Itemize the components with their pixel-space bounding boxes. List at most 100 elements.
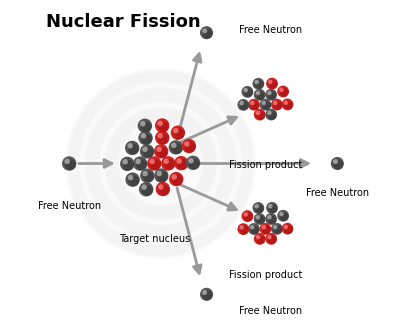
Circle shape <box>284 101 293 110</box>
Circle shape <box>262 226 271 234</box>
Text: Free Neutron: Free Neutron <box>239 306 302 316</box>
Circle shape <box>284 225 293 234</box>
Circle shape <box>244 89 253 97</box>
Circle shape <box>128 176 139 186</box>
Circle shape <box>256 91 260 95</box>
Circle shape <box>256 111 265 120</box>
Circle shape <box>240 101 249 110</box>
Circle shape <box>161 156 176 171</box>
Circle shape <box>142 184 147 190</box>
Circle shape <box>268 80 272 84</box>
Circle shape <box>254 213 266 225</box>
Circle shape <box>128 175 133 181</box>
Circle shape <box>186 156 200 170</box>
Circle shape <box>147 156 162 171</box>
Circle shape <box>267 235 272 239</box>
Circle shape <box>242 86 253 98</box>
Circle shape <box>260 223 271 235</box>
Circle shape <box>157 147 168 158</box>
Circle shape <box>155 118 169 133</box>
Circle shape <box>185 142 196 153</box>
Circle shape <box>254 89 266 101</box>
Circle shape <box>141 122 152 132</box>
Circle shape <box>172 174 177 180</box>
Circle shape <box>252 78 264 90</box>
Circle shape <box>282 223 293 234</box>
Circle shape <box>171 126 185 140</box>
Circle shape <box>200 288 213 301</box>
Text: Target nucleus: Target nucleus <box>118 234 190 244</box>
Circle shape <box>159 185 170 196</box>
Circle shape <box>62 156 76 171</box>
Circle shape <box>269 204 278 213</box>
Circle shape <box>273 225 278 230</box>
Circle shape <box>274 226 282 234</box>
Circle shape <box>164 159 169 164</box>
Circle shape <box>156 146 162 152</box>
Circle shape <box>274 101 282 110</box>
Circle shape <box>250 225 254 230</box>
Circle shape <box>125 172 140 187</box>
Circle shape <box>238 223 249 235</box>
Circle shape <box>140 121 146 127</box>
Circle shape <box>143 172 154 182</box>
Circle shape <box>202 28 207 33</box>
Circle shape <box>64 159 70 164</box>
Circle shape <box>277 210 289 222</box>
Circle shape <box>248 99 260 111</box>
Text: Free Neutron: Free Neutron <box>38 201 101 211</box>
Circle shape <box>268 111 277 120</box>
Circle shape <box>182 139 196 153</box>
Circle shape <box>250 101 254 105</box>
Circle shape <box>142 185 153 196</box>
Circle shape <box>139 182 153 197</box>
Circle shape <box>177 159 188 170</box>
Circle shape <box>267 111 272 115</box>
Circle shape <box>265 109 277 120</box>
Circle shape <box>256 215 260 219</box>
Circle shape <box>125 141 139 155</box>
Circle shape <box>128 144 139 155</box>
Circle shape <box>273 101 278 105</box>
Circle shape <box>140 144 154 159</box>
Text: Free Neutron: Free Neutron <box>306 188 369 198</box>
Circle shape <box>122 159 128 164</box>
Circle shape <box>280 88 288 97</box>
Circle shape <box>255 80 264 89</box>
Circle shape <box>279 212 284 216</box>
Circle shape <box>262 101 266 105</box>
Circle shape <box>150 159 155 164</box>
Circle shape <box>248 223 260 235</box>
Circle shape <box>277 86 289 97</box>
Circle shape <box>158 184 164 190</box>
Circle shape <box>255 205 264 214</box>
Circle shape <box>262 225 266 230</box>
Text: Fission product: Fission product <box>229 270 302 280</box>
Circle shape <box>69 72 252 255</box>
Circle shape <box>268 215 276 224</box>
Circle shape <box>280 213 288 221</box>
Circle shape <box>174 156 188 170</box>
Circle shape <box>254 233 266 245</box>
Circle shape <box>142 146 148 152</box>
Circle shape <box>203 291 213 301</box>
Circle shape <box>173 128 179 133</box>
Circle shape <box>158 121 163 126</box>
Circle shape <box>252 202 264 214</box>
Circle shape <box>265 233 277 245</box>
Circle shape <box>172 143 182 154</box>
Circle shape <box>260 99 271 111</box>
Circle shape <box>128 143 133 149</box>
Circle shape <box>266 202 278 214</box>
Circle shape <box>142 134 152 145</box>
Circle shape <box>256 111 260 115</box>
Circle shape <box>333 159 338 164</box>
Circle shape <box>120 157 134 171</box>
Circle shape <box>267 91 272 95</box>
Circle shape <box>200 26 213 39</box>
Circle shape <box>268 235 277 244</box>
Circle shape <box>202 290 207 295</box>
Circle shape <box>271 99 283 111</box>
Circle shape <box>265 213 277 225</box>
Circle shape <box>156 182 170 196</box>
